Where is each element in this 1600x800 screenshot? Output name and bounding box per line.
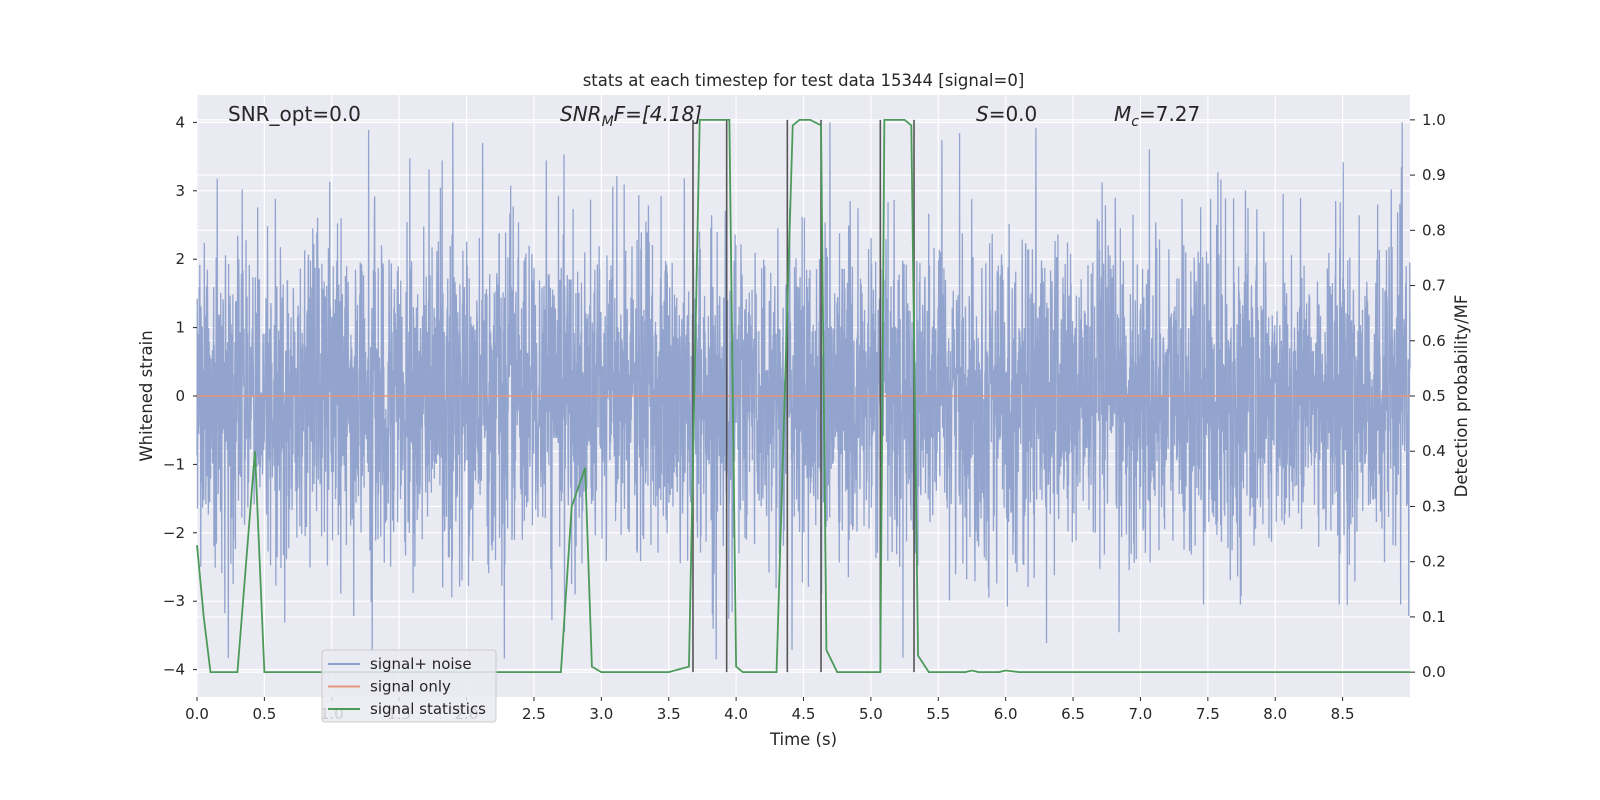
x-tick-label: 8.5: [1331, 705, 1355, 723]
right-y-tick-label: 0.2: [1422, 553, 1446, 571]
s-annotation: S=0.0: [976, 102, 1037, 126]
x-axis-label: Time (s): [769, 730, 837, 749]
annotations: SNR_opt=0.0 SNRMF=[4.18] S=0.0 Mc=7.27: [228, 102, 1200, 130]
left-y-ticks: 4 3 2 1 0 −1 −2 −3 −4: [163, 113, 197, 679]
right-y-tick-label: 0.9: [1422, 166, 1446, 184]
left-y-tick-label: −3: [163, 592, 185, 610]
legend-entry-label: signal statistics: [370, 700, 486, 718]
x-tick-label: 4.0: [724, 705, 748, 723]
x-tick-label: 8.0: [1263, 705, 1287, 723]
s-label: S: [976, 102, 989, 126]
snr-opt-annotation: SNR_opt=0.0: [228, 102, 361, 126]
mc-annotation: Mc=7.27: [1114, 102, 1200, 130]
left-y-tick-label: 0: [175, 387, 185, 405]
right-y-axis-label: Detection probability/MF: [1452, 295, 1471, 498]
left-y-axis-label: Whitened strain: [137, 330, 156, 461]
x-tick-label: 0.5: [252, 705, 276, 723]
right-y-tick-label: 0.1: [1422, 608, 1446, 626]
x-tick-label: 5.0: [859, 705, 883, 723]
x-tick-label: 6.5: [1061, 705, 1085, 723]
snr-mf-sub: M: [602, 114, 614, 130]
chart-title: stats at each timestep for test data 153…: [583, 71, 1025, 90]
right-y-tick-label: 0.4: [1422, 442, 1446, 460]
x-tick-label: 7.0: [1129, 705, 1153, 723]
mc-value: =7.27: [1139, 102, 1200, 126]
left-y-tick-label: −4: [163, 661, 185, 679]
x-tick-label: 4.5: [792, 705, 816, 723]
left-y-tick-label: 2: [175, 250, 185, 268]
left-y-tick-label: 3: [175, 182, 185, 200]
right-y-ticks: 1.0 0.9 0.8 0.7 0.6 0.5 0.4 0.3 0.2 0.1 0.0: [1410, 111, 1446, 681]
x-tick-label: 2.5: [522, 705, 546, 723]
left-y-tick-label: 4: [175, 113, 185, 131]
left-y-tick-label: −1: [163, 455, 185, 473]
x-tick-label: 5.5: [926, 705, 950, 723]
left-y-tick-label: 1: [175, 319, 185, 337]
mc-sub: c: [1131, 114, 1139, 130]
x-tick-label: 6.0: [994, 705, 1018, 723]
legend-entry-label: signal+ noise: [370, 655, 472, 673]
right-y-tick-label: 1.0: [1422, 111, 1446, 129]
x-tick-label: 3.0: [589, 705, 613, 723]
legend-box: [321, 649, 497, 723]
snr-mf-rest-italic: F=[4.18]: [614, 102, 702, 126]
x-tick-label: 7.5: [1196, 705, 1220, 723]
snr-mf-annotation: SNRMF=[4.18]: [560, 102, 702, 130]
snr-mf-base: SNR: [560, 102, 602, 126]
right-y-tick-label: 0.7: [1422, 277, 1446, 295]
left-y-tick-label: −2: [163, 524, 185, 542]
mc-base: M: [1114, 102, 1131, 126]
right-y-tick-label: 0.3: [1422, 497, 1446, 515]
legend-entry-label: signal only: [370, 678, 451, 696]
legend: signal+ noise signal only signal statistic…: [321, 649, 497, 723]
right-y-tick-label: 0.5: [1422, 387, 1446, 405]
right-y-tick-label: 0.6: [1422, 332, 1446, 350]
s-value: =0.0: [989, 102, 1038, 126]
plot-area: [196, 95, 1411, 697]
x-tick-label: 0.0: [185, 705, 209, 723]
right-y-tick-label: 0.8: [1422, 221, 1446, 239]
x-tick-label: 3.5: [657, 705, 681, 723]
right-y-tick-label: 0.0: [1422, 663, 1446, 681]
series-signal-noise-line: [196, 122, 1411, 660]
